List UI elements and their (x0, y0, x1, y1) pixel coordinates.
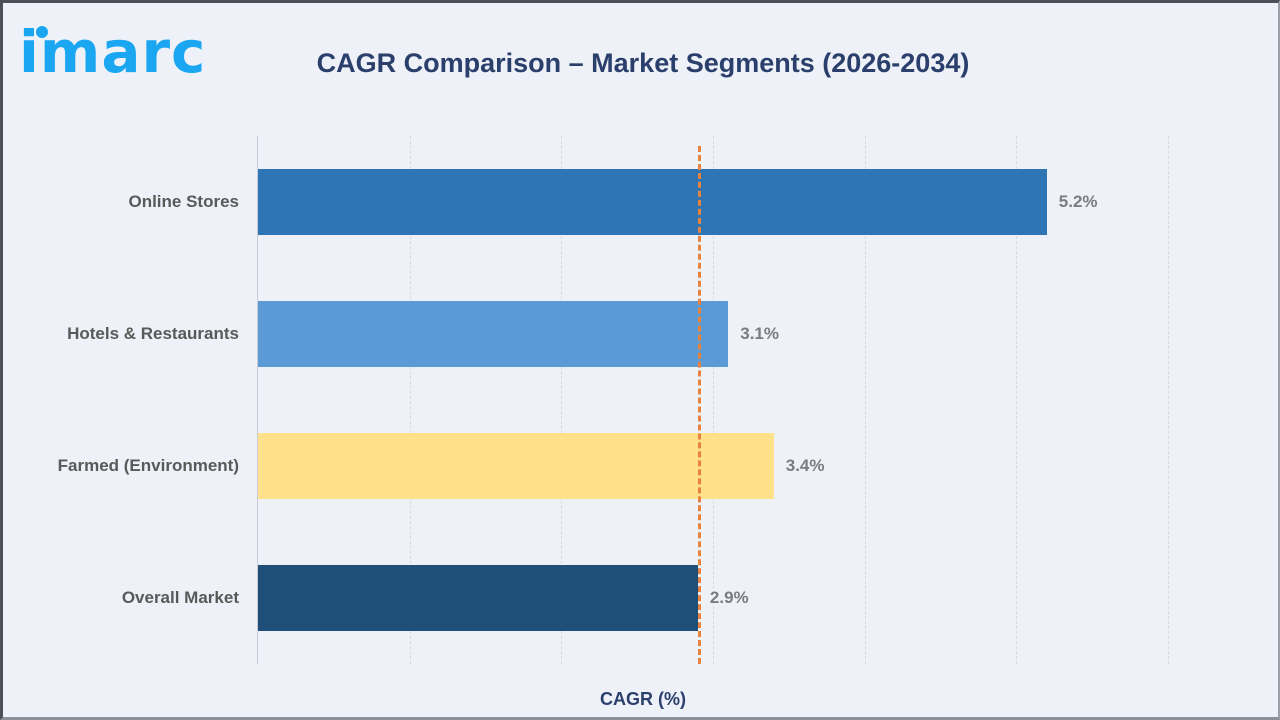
gridline (409, 136, 411, 664)
logo-i-dot-icon (36, 26, 48, 38)
plot-area: 5.2% 3.1% 3.4% 2.9% (257, 136, 1243, 664)
bar (258, 169, 1047, 235)
gridline (713, 136, 715, 664)
category-label: Overall Market (121, 588, 239, 607)
gridline (864, 136, 866, 664)
category-label: Hotels & Restaurants (67, 324, 239, 343)
bar-value-label: 2.9% (709, 588, 749, 607)
imarc-logo: imarc (19, 9, 206, 81)
gridline (561, 136, 563, 664)
x-axis-label: CAGR (%) (600, 689, 686, 709)
category-label: Online Stores (128, 192, 239, 211)
bar (258, 301, 729, 367)
bar-value-label: 3.4% (785, 456, 825, 475)
category-axis: Online Stores Hotels & Restaurants Farmed … (3, 136, 239, 664)
logo-text: imarc (19, 18, 207, 86)
gridline (1168, 136, 1170, 664)
category-label: Farmed (Environment) (57, 456, 239, 475)
bar-value-label: 3.1% (740, 324, 779, 343)
bar-value-label: 5.2% (1058, 192, 1098, 211)
reference-line (697, 146, 701, 664)
gridline (1016, 136, 1018, 664)
chart-title: CAGR Comparison – Market Segments (2026-… (316, 48, 970, 78)
bar (258, 433, 774, 499)
bar (258, 565, 698, 631)
